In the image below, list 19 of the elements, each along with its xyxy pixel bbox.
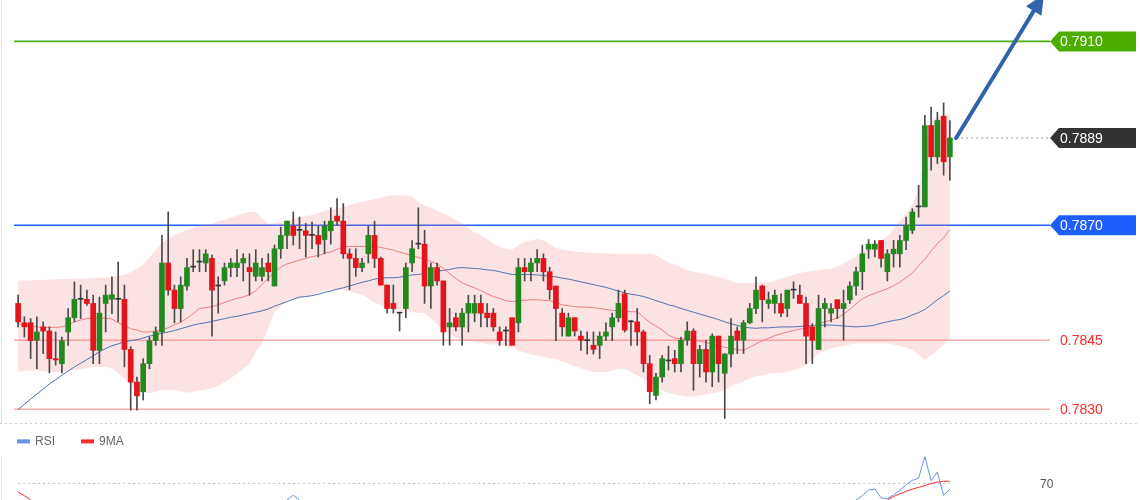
legend-label: RSI bbox=[35, 433, 56, 448]
candlestick bbox=[634, 308, 641, 346]
candlestick bbox=[584, 331, 591, 355]
candlestick bbox=[334, 198, 340, 226]
text: 70 bbox=[1040, 476, 1054, 491]
y-tick-label: 0.7830 bbox=[1060, 401, 1104, 418]
candlestick bbox=[115, 261, 122, 323]
candlestick bbox=[578, 330, 584, 351]
legend-label: 9MA bbox=[99, 433, 124, 448]
candlestick bbox=[240, 253, 247, 282]
candlestick bbox=[34, 316, 40, 370]
y-tick-label: 0.7910 bbox=[1060, 33, 1104, 50]
candlestick bbox=[509, 317, 515, 346]
y-tick-label: 0.7889 bbox=[1060, 129, 1104, 146]
y-tick-label: 0.7870 bbox=[1060, 217, 1104, 234]
candlestick bbox=[534, 249, 540, 273]
candlestick bbox=[302, 223, 309, 258]
y-tick-label: 0.7845 bbox=[1060, 332, 1104, 349]
candlestick bbox=[309, 221, 315, 250]
